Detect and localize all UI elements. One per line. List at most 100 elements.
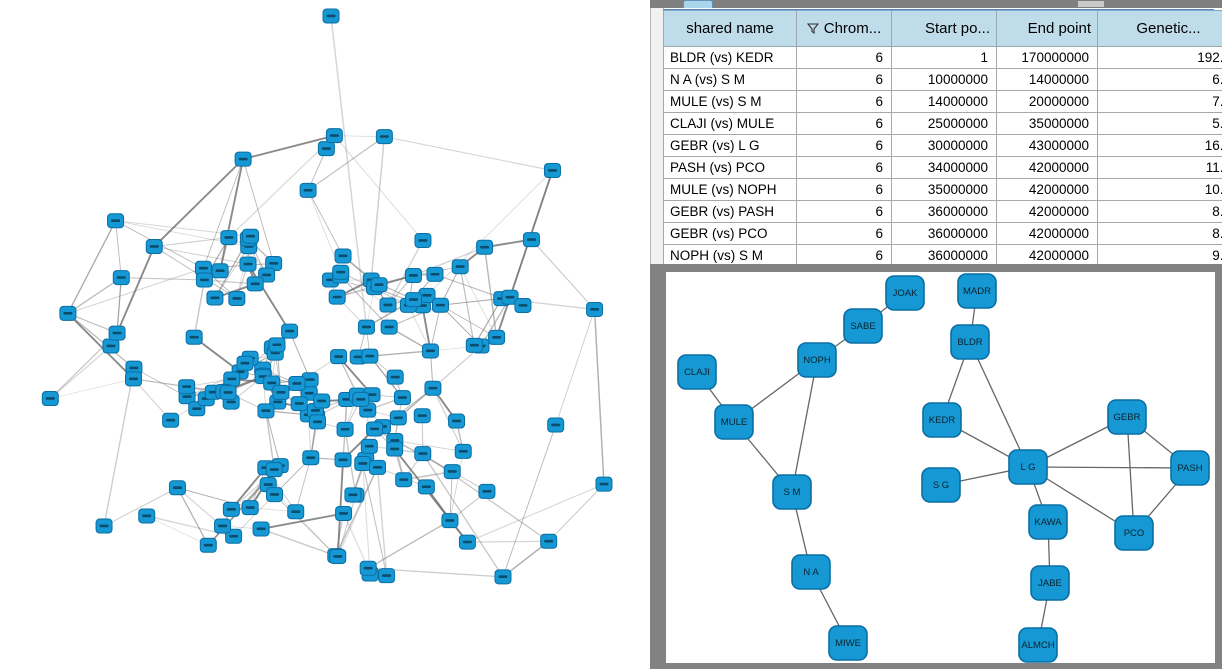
network-node[interactable] xyxy=(522,232,540,248)
network-node[interactable] xyxy=(299,182,317,198)
node-noph[interactable]: NOPH xyxy=(797,342,837,378)
node-sabe[interactable]: SABE xyxy=(843,308,883,344)
node-claji[interactable]: CLAJI xyxy=(677,354,717,390)
network-node[interactable] xyxy=(370,277,388,293)
network-node[interactable] xyxy=(405,292,423,308)
network-node[interactable] xyxy=(59,305,77,321)
network-node[interactable] xyxy=(219,385,237,401)
network-node[interactable] xyxy=(586,301,604,317)
network-node[interactable] xyxy=(404,268,422,284)
network-node[interactable] xyxy=(236,355,254,371)
col-header-shared-name[interactable]: shared name xyxy=(663,10,797,47)
node-n-a[interactable]: N A xyxy=(791,554,831,590)
network-node[interactable] xyxy=(424,380,442,396)
network-node[interactable] xyxy=(317,141,335,157)
table-vertical-scroll-track[interactable] xyxy=(650,8,664,264)
network-node[interactable] xyxy=(357,319,375,335)
network-node[interactable] xyxy=(107,213,125,229)
network-node[interactable] xyxy=(352,391,370,407)
network-node[interactable] xyxy=(426,266,444,282)
network-node[interactable] xyxy=(95,518,113,534)
network-node[interactable] xyxy=(287,504,305,520)
network-node[interactable] xyxy=(206,290,224,306)
node-joak[interactable]: JOAK xyxy=(885,275,925,311)
network-node[interactable] xyxy=(138,508,156,524)
node-s-g[interactable]: S G xyxy=(921,467,961,503)
network-node[interactable] xyxy=(359,560,377,576)
network-node[interactable] xyxy=(290,396,308,412)
network-node[interactable] xyxy=(228,290,246,306)
node-pco[interactable]: PCO xyxy=(1114,515,1154,551)
network-node[interactable] xyxy=(336,421,354,437)
filter-funnel-icon[interactable] xyxy=(806,21,819,38)
network-node[interactable] xyxy=(325,128,343,144)
network-node[interactable] xyxy=(332,264,350,280)
node-almch[interactable]: ALMCH xyxy=(1018,627,1058,663)
network-node[interactable] xyxy=(241,228,259,244)
network-node[interactable] xyxy=(313,393,331,409)
network-node[interactable] xyxy=(360,438,378,454)
network-node[interactable] xyxy=(494,569,512,585)
network-node[interactable] xyxy=(540,533,558,549)
network-node[interactable] xyxy=(414,232,432,248)
network-node[interactable] xyxy=(178,379,196,395)
network-edge[interactable] xyxy=(1027,466,1191,469)
network-node[interactable] xyxy=(488,329,506,345)
network-node[interactable] xyxy=(334,452,352,468)
network-node[interactable] xyxy=(366,421,384,437)
network-node[interactable] xyxy=(268,337,286,353)
network-edge[interactable] xyxy=(969,341,1029,468)
network-node[interactable] xyxy=(162,412,180,428)
network-node[interactable] xyxy=(125,371,143,387)
node-l-g[interactable]: L G xyxy=(1008,449,1048,485)
network-node[interactable] xyxy=(395,472,413,488)
network-node[interactable] xyxy=(145,239,163,255)
network-node[interactable] xyxy=(448,413,466,429)
network-node[interactable] xyxy=(281,323,299,339)
node-s-m[interactable]: S M xyxy=(772,474,812,510)
network-edge[interactable] xyxy=(1126,416,1135,534)
col-header-start-po[interactable]: Start po... xyxy=(891,10,997,47)
network-node[interactable] xyxy=(329,549,347,565)
node-jabe[interactable]: JABE xyxy=(1030,565,1070,601)
network-node[interactable] xyxy=(288,375,306,391)
network-node[interactable] xyxy=(195,272,213,288)
network-node[interactable] xyxy=(368,459,386,475)
network-node[interactable] xyxy=(514,297,532,313)
network-node[interactable] xyxy=(595,476,613,492)
network-node[interactable] xyxy=(102,338,120,354)
network-node[interactable] xyxy=(108,325,126,341)
network-node[interactable] xyxy=(421,343,439,359)
network-node[interactable] xyxy=(451,259,469,275)
network-node[interactable] xyxy=(501,289,519,305)
network-node[interactable] xyxy=(378,568,396,584)
node-mule[interactable]: MULE xyxy=(714,404,754,440)
network-node[interactable] xyxy=(41,391,59,407)
network-node[interactable] xyxy=(417,479,435,495)
col-header-genetic[interactable]: Genetic... xyxy=(1097,10,1222,47)
network-node[interactable] xyxy=(199,537,217,553)
network-node[interactable] xyxy=(257,403,275,419)
small-network-canvas[interactable]: JOAK SABE NOPH CLAJI MULE S M N A MIWE MADR BLDR K… xyxy=(666,272,1215,663)
network-node[interactable] xyxy=(211,263,229,279)
network-node[interactable] xyxy=(334,248,352,264)
network-node[interactable] xyxy=(389,410,407,426)
network-node[interactable] xyxy=(441,513,459,529)
network-node[interactable] xyxy=(458,534,476,550)
network-node[interactable] xyxy=(302,450,320,466)
node-kawa[interactable]: KAWA xyxy=(1028,504,1068,540)
network-node[interactable] xyxy=(272,384,290,400)
network-node[interactable] xyxy=(252,521,270,537)
network-node[interactable] xyxy=(386,369,404,385)
network-node[interactable] xyxy=(328,289,346,305)
network-node[interactable] xyxy=(393,390,411,406)
network-node[interactable] xyxy=(443,464,461,480)
network-node[interactable] xyxy=(112,270,130,286)
